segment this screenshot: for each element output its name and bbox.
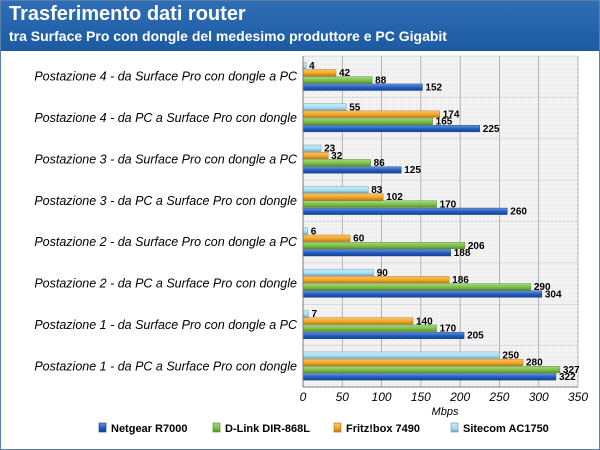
x-tick-label: 150 [411,390,431,404]
data-label: 280 [526,358,543,369]
x-tick-label: 200 [449,390,470,404]
legend-swatch [98,422,107,433]
x-tick-label: 0 [300,390,307,404]
x-tick-label: 350 [568,390,588,404]
data-label: 206 [468,241,485,252]
legend-label: Netgear R7000 [111,423,187,435]
title-banner: Trasferimento dati router tra Surface Pr… [1,1,599,51]
data-label: 290 [534,282,551,293]
bar [302,290,543,298]
legend-swatch [450,422,459,433]
data-label: 83 [371,185,383,196]
bar [302,69,337,77]
legend-swatch [333,422,342,433]
data-label: 260 [510,207,527,218]
data-label: 174 [443,109,460,120]
category-label: Postazione 3 - da Surface Pro con dongle… [34,152,298,166]
chart-subtitle: tra Surface Pro con dongle del medesimo … [9,28,447,44]
data-label: 140 [416,316,433,327]
legend-label: Sitecom AC1750 [463,423,549,435]
data-label: 86 [374,158,386,169]
category-label: Postazione 4 - da Surface Pro con dongle… [34,70,298,84]
bar [302,366,561,374]
bar [302,110,440,118]
data-label: 125 [404,165,421,176]
category-label: Postazione 3 - da PC a Surface Pro con d… [34,194,297,208]
data-label: 55 [349,102,361,113]
bar [302,200,437,208]
data-label: 165 [436,117,453,128]
data-label: 102 [386,192,403,203]
bar [302,125,480,133]
data-label: 42 [339,68,351,79]
data-label: 60 [353,234,365,245]
data-label: 4 [309,61,315,72]
category-label: Postazione 4 - da PC a Surface Pro con d… [34,111,297,125]
bar [302,358,524,366]
legend-swatch [212,422,221,433]
data-label: 322 [559,372,576,383]
bar [302,227,308,235]
data-label: 6 [311,226,317,237]
bar [302,207,508,215]
x-tick-label: 250 [488,390,509,404]
bar [302,76,373,84]
bar [302,351,500,359]
bar [302,186,369,194]
category-label: Postazione 2 - da PC a Surface Pro con d… [34,277,297,291]
data-label: 88 [375,75,387,86]
category-label: Postazione 1 - da PC a Surface Pro con d… [34,359,297,373]
data-label: 327 [563,365,580,376]
data-label: 170 [440,324,457,335]
category-label: Postazione 2 - da Surface Pro con dongle… [34,235,298,249]
x-tick-label: 300 [529,390,549,404]
data-label: 23 [324,144,336,155]
bar [302,268,374,276]
x-tick-label: 100 [372,390,392,404]
bar [302,317,414,325]
data-label: 304 [545,289,562,300]
legend-label: D-Link DIR-868L [225,423,310,435]
bar [302,241,466,249]
bar [302,166,402,174]
data-label: 170 [440,199,457,210]
x-axis-title: Mbps [432,406,459,418]
legend-label: Fritz!box 7490 [346,423,420,435]
bar [302,103,347,111]
bar [302,283,532,291]
bar [302,144,322,152]
category-label: Postazione 1 - da Surface Pro con dongle… [34,318,298,332]
data-label: 152 [425,82,442,93]
bar [302,117,433,125]
data-label: 188 [454,248,471,259]
data-label: 90 [377,268,389,279]
bar [302,373,557,381]
bar [302,310,309,318]
data-label: 186 [452,275,469,286]
data-label: 225 [483,124,500,135]
chart-title: Trasferimento dati router [9,3,246,25]
bar [302,249,451,257]
data-label: 205 [467,331,484,342]
data-label: 32 [331,151,343,162]
data-label: 250 [502,351,519,362]
x-tick-label: 50 [336,390,350,404]
bar [302,83,423,91]
data-label: 7 [312,309,318,320]
